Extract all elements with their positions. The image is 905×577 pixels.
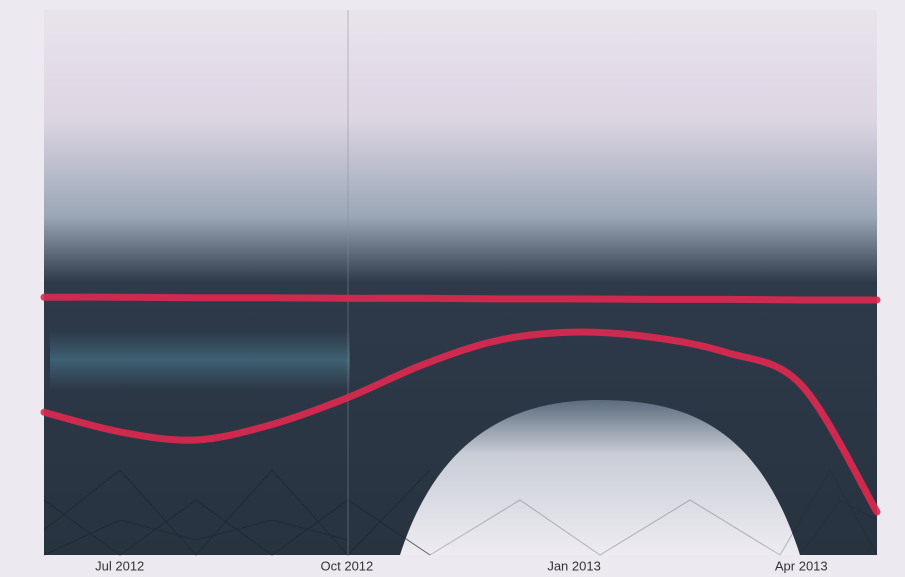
series-line [40, 328, 881, 516]
x-tick-label: Jul 2012 [95, 558, 144, 573]
spaghetti-glow [50, 330, 350, 390]
x-tick-label: Apr 2013 [775, 558, 828, 573]
spaghetti-gap [400, 400, 800, 555]
x-tick-label: Jan 2013 [547, 558, 601, 573]
x-tick-label: Oct 2012 [321, 558, 374, 573]
series-line [40, 293, 881, 304]
spaghetti-fan [43, 468, 878, 556]
